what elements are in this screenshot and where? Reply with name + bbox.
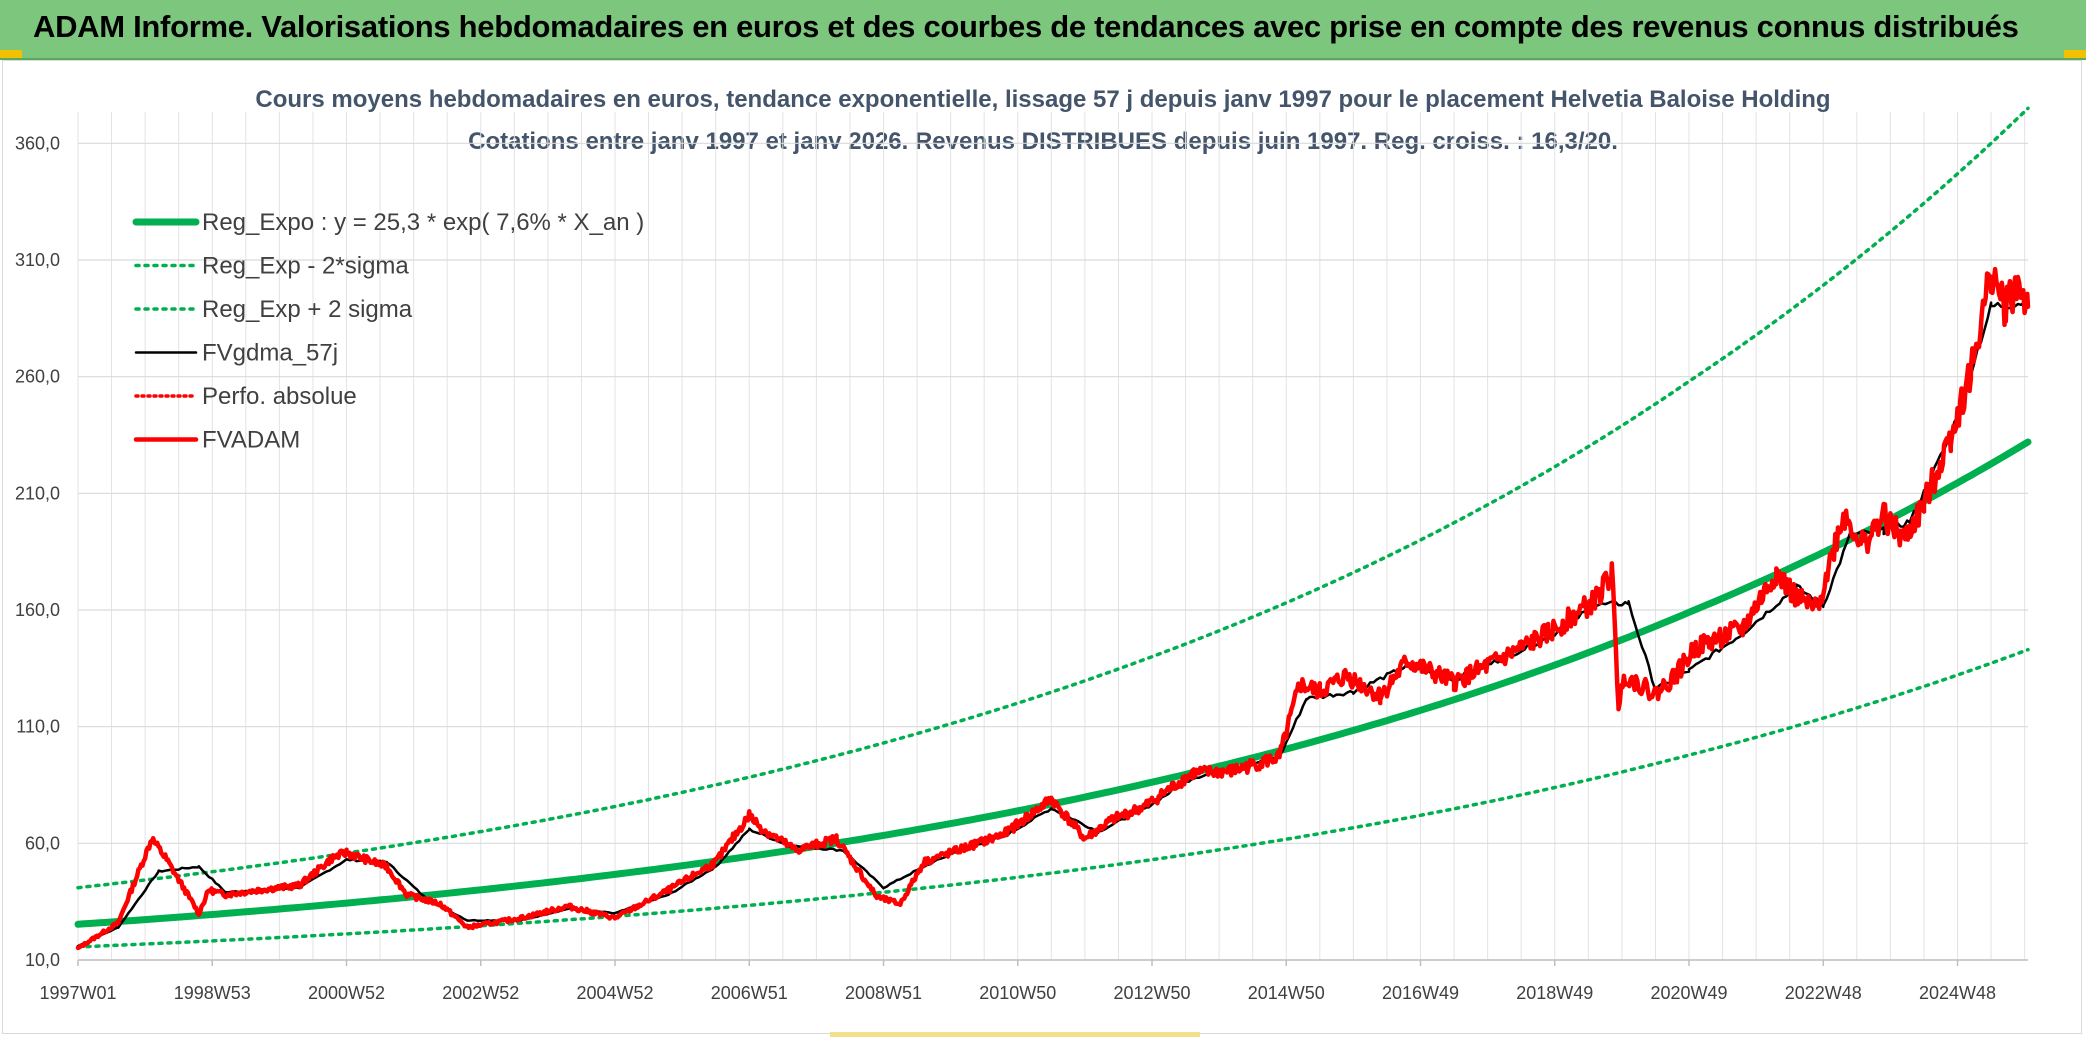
legend-label: Perfo. absolue — [202, 383, 357, 410]
x-tick-label: 2000W52 — [308, 983, 385, 1003]
grid-lines — [77, 112, 2028, 961]
chart-title: Cours moyens hebdomadaires en euros, ten… — [255, 86, 1831, 113]
y-tick-label: 60,0 — [25, 833, 60, 853]
x-tick-label: 2008W51 — [845, 983, 922, 1003]
series-line-1 — [76, 647, 2030, 949]
y-tick-label: 110,0 — [16, 717, 60, 737]
x-tick-label: 2018W49 — [1516, 983, 1593, 1003]
series-line-0 — [74, 438, 2032, 928]
y-tick-label: 310,0 — [15, 250, 60, 270]
legend-label: Reg_Exp - 2*sigma — [202, 253, 409, 280]
x-tick-label: 2024W48 — [1919, 983, 1996, 1003]
series-lines — [74, 106, 2032, 951]
x-tick-label: 2006W51 — [711, 983, 788, 1003]
report-banner: ADAM Informe. Valorisations hebdomadaire… — [0, 0, 2086, 60]
chart-subtitle: Cotations entre janv 1997 et janv 2026. … — [468, 128, 1618, 155]
x-tick-label: 2002W52 — [442, 983, 519, 1003]
legend-label: FVgdma_57j — [202, 340, 338, 367]
series-line-3 — [76, 299, 2026, 948]
legend-label: FVADAM — [202, 427, 300, 454]
legend: Reg_Expo : y = 25,3 * exp( 7,6% * X_an )… — [132, 209, 644, 454]
report-title: ADAM Informe. Valorisations hebdomadaire… — [33, 9, 2019, 44]
x-tick-label: 2016W49 — [1382, 983, 1459, 1003]
y-tick-label: 160,0 — [15, 600, 60, 620]
x-tick-label: 2020W49 — [1650, 983, 1727, 1003]
y-tick-label: 10,0 — [25, 950, 60, 970]
series-line-5 — [75, 266, 2031, 951]
y-tick-label: 260,0 — [15, 367, 60, 387]
legend-label: Reg_Expo : y = 25,3 * exp( 7,6% * X_an ) — [202, 209, 644, 236]
y-axis: 10,0 60,0 110,0 160,0 210,0 260,0 310,0 360,0 — [15, 133, 60, 970]
series-line-2 — [76, 106, 2030, 890]
x-tick-label: 1997W01 — [39, 983, 116, 1003]
banner-accent-left — [0, 50, 22, 58]
y-tick-label: 210,0 — [15, 483, 60, 503]
x-tick-label: 1998W53 — [174, 983, 251, 1003]
banner-accent-right — [2064, 50, 2086, 58]
x-axis: 1997W01 1998W53 2000W52 2002W52 2004W52 2006W… — [39, 959, 2028, 1003]
x-tick-label: 2004W52 — [576, 983, 653, 1003]
x-tick-label: 2014W50 — [1248, 983, 1325, 1003]
x-tick-label: 2012W50 — [1113, 983, 1190, 1003]
legend-label: Reg_Exp + 2 sigma — [202, 296, 413, 323]
x-tick-label: 2010W50 — [979, 983, 1056, 1003]
x-tick-label: 2022W48 — [1785, 983, 1862, 1003]
y-tick-label: 360,0 — [15, 133, 60, 153]
bottom-accent — [830, 1032, 1200, 1037]
